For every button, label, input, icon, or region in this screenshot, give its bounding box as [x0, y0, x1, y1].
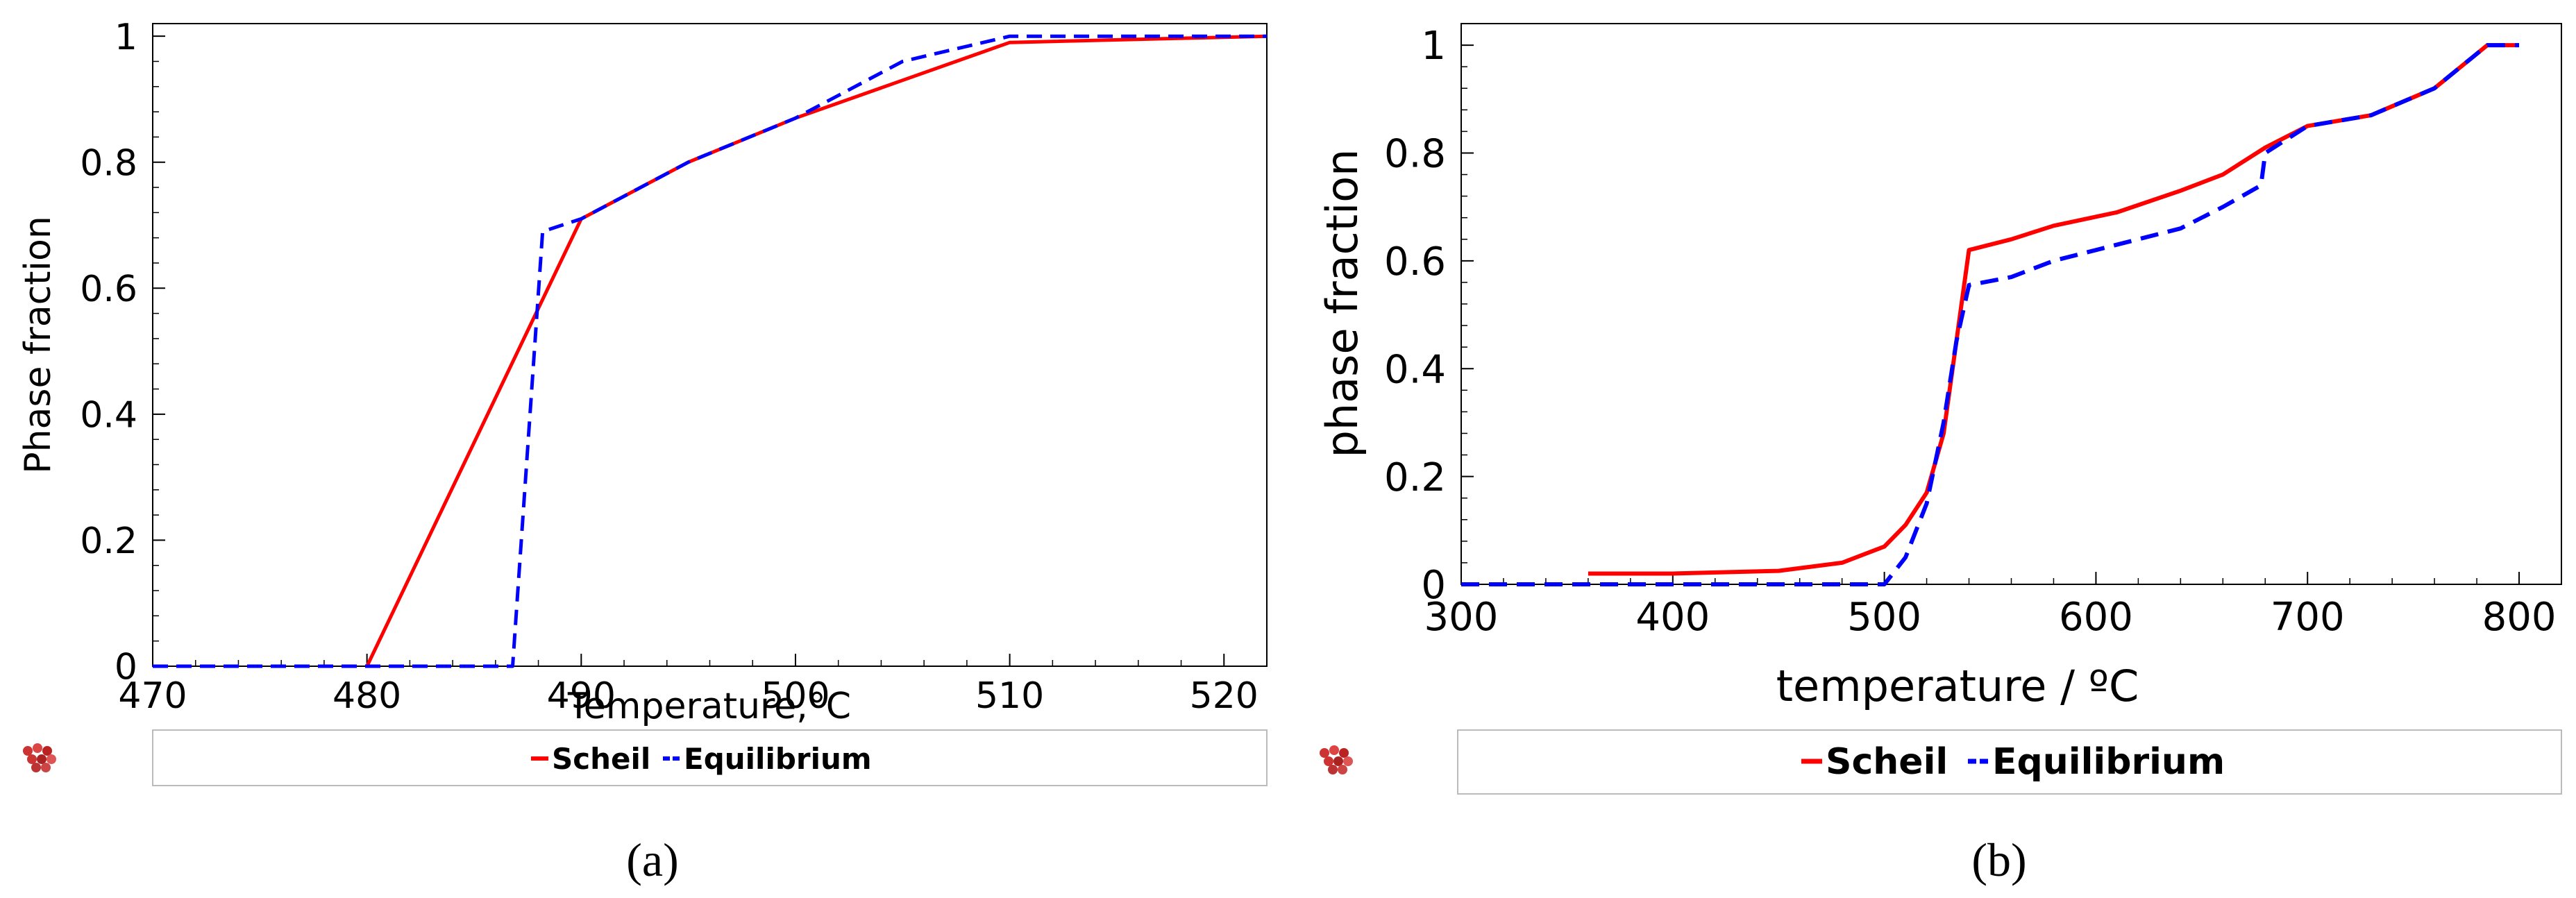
legend-icon-b: [1320, 745, 1353, 774]
chart-a-ytick-label: 0.6: [80, 269, 137, 310]
chart-b: 300 400 500 600 700 800 0 0.2 0.4 0.6 0.8 1 tempera…: [1317, 23, 2562, 711]
chart-b-ytick-label: 1: [1421, 24, 1446, 69]
chart-b-xtick-label: 500: [1847, 595, 1921, 640]
chart-a-xtick-label: 500: [761, 675, 830, 717]
chart-b-ytick-label: 0.8: [1384, 132, 1446, 177]
chart-a-xtick-label: 470: [118, 675, 187, 717]
chart-a-series: [153, 34, 1268, 668]
chart-a-ylabel: Phase fraction: [17, 216, 59, 474]
chart-a-series-equilibrium: [153, 34, 1267, 668]
chart-b-xtick-label: 700: [2271, 595, 2345, 640]
legend-icon-a: [23, 743, 56, 772]
chart-a-ytick-label: 0.2: [80, 520, 137, 562]
legend-b-equilibrium-label: Equilibrium: [1992, 741, 2225, 783]
chart-b-series-equilibrium: [1461, 43, 2519, 586]
chart-a-ytick-label: 0.4: [80, 395, 137, 437]
panel-a: 470 480 490 500 510 520 0 0.2 0.4 0.6 0.8 1 Tempera…: [17, 17, 1268, 886]
legend-a-equilibrium-label: Equilibrium: [684, 742, 872, 776]
legend-b-scheil-label: Scheil: [1826, 741, 1948, 783]
chart-b-ytick-label: 0.2: [1384, 455, 1446, 500]
chart-a-ticks: 470 480 490 500 510 520 0 0.2 0.4 0.6 0.8 1: [80, 17, 1268, 717]
chart-a-xtick-label: 520: [1190, 675, 1258, 717]
chart-a-ytick-label: 0.8: [80, 142, 137, 184]
panel-b: 300 400 500 600 700 800 0 0.2 0.4 0.6 0.8 1 tempera…: [1317, 23, 2562, 886]
legend-a: Scheil Equilibrium: [152, 729, 1268, 786]
chart-b-ticks: 300 400 500 600 700 800 0 0.2 0.4 0.6 0.8 1: [1384, 23, 2562, 640]
chart-a-xtick-label: 480: [332, 675, 401, 717]
chart-b-ytick-label: 0: [1421, 563, 1446, 608]
legend-b-box: [1457, 729, 2562, 795]
chart-b-xtick-label: 300: [1424, 595, 1499, 640]
chart-a-xtick-label: 490: [547, 675, 616, 717]
chart-b-series: [1461, 43, 2519, 586]
chart-b-xtick-label: 600: [2059, 595, 2133, 640]
legend-a-box: [152, 729, 1268, 786]
chart-b-xtick-label: 800: [2482, 595, 2557, 640]
chart-a: 470 480 490 500 510 520 0 0.2 0.4 0.6 0.8 1 Tempera…: [17, 17, 1268, 727]
legend-b: Scheil Equilibrium: [1457, 729, 2562, 795]
chart-b-xlabel: temperature / ºC: [1776, 661, 2139, 711]
chart-b-ylabel: phase fraction: [1317, 149, 1367, 458]
legend-a-scheil-label: Scheil: [552, 742, 650, 776]
chart-a-ytick-label: 0: [115, 647, 137, 688]
chart-b-xtick-label: 400: [1635, 595, 1710, 640]
panel-b-caption: (b): [1971, 833, 2026, 886]
chart-a-xtick-label: 510: [975, 675, 1044, 717]
panel-a-caption: (a): [626, 833, 678, 886]
chart-b-ytick-label: 0.6: [1384, 239, 1446, 285]
chart-a-xlabel: Temperature,°C: [567, 686, 851, 727]
chart-a-ytick-label: 1: [115, 17, 137, 58]
chart-b-ytick-label: 0.4: [1384, 347, 1446, 392]
